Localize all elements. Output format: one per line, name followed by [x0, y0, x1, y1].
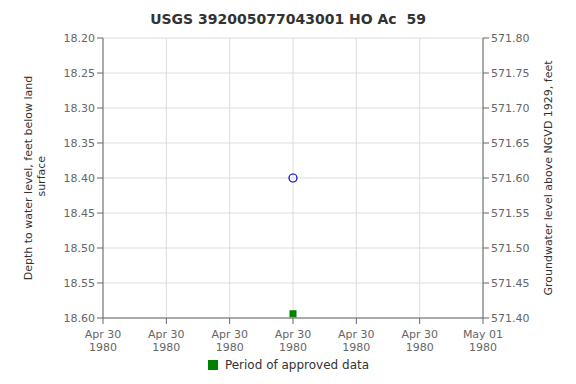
svg-text:18.40: 18.40	[64, 172, 96, 185]
svg-text:May 011980: May 011980	[463, 328, 503, 354]
svg-text:Apr 301980: Apr 301980	[148, 328, 185, 354]
html-text:USGS 392005077043001 HO Ac 59: USGS 392005077043001 HO Ac 59	[150, 11, 426, 27]
html-text:Period of approved data: Period of approved data	[224, 358, 370, 372]
svg-text:571.40: 571.40	[491, 312, 530, 325]
svg-text:18.35: 18.35	[64, 137, 96, 150]
svg-text:571.50: 571.50	[491, 242, 530, 255]
svg-text:Depth to water level, feet bel: Depth to water level, feet below land su…	[22, 76, 48, 281]
svg-text:18.30: 18.30	[64, 102, 96, 115]
svg-text:571.80: 571.80	[491, 32, 530, 45]
svg-text:18.25: 18.25	[64, 67, 96, 80]
svg-text:571.45: 571.45	[491, 277, 530, 290]
svg-text:Apr 301980: Apr 301980	[401, 328, 438, 354]
svg-text:Groundwater level above NGVD 1: Groundwater level above NGVD 1929, feet	[542, 60, 555, 296]
svg-text:18.55: 18.55	[64, 277, 96, 290]
svg-text:Apr 301980: Apr 301980	[85, 328, 122, 354]
svg-text:571.55: 571.55	[491, 207, 530, 220]
svg-text:571.65: 571.65	[491, 137, 530, 150]
svg-text:Apr 301980: Apr 301980	[338, 328, 375, 354]
svg-text:571.60: 571.60	[491, 172, 530, 185]
svg-text:18.50: 18.50	[64, 242, 96, 255]
svg-text:18.45: 18.45	[64, 207, 96, 220]
svg-text:571.70: 571.70	[491, 102, 530, 115]
svg-text:18.60: 18.60	[64, 312, 96, 325]
svg-text:571.75: 571.75	[491, 67, 530, 80]
svg-text:18.20: 18.20	[64, 32, 96, 45]
svg-text:Apr 301980: Apr 301980	[211, 328, 248, 354]
svg-text:Apr 301980: Apr 301980	[275, 328, 312, 354]
